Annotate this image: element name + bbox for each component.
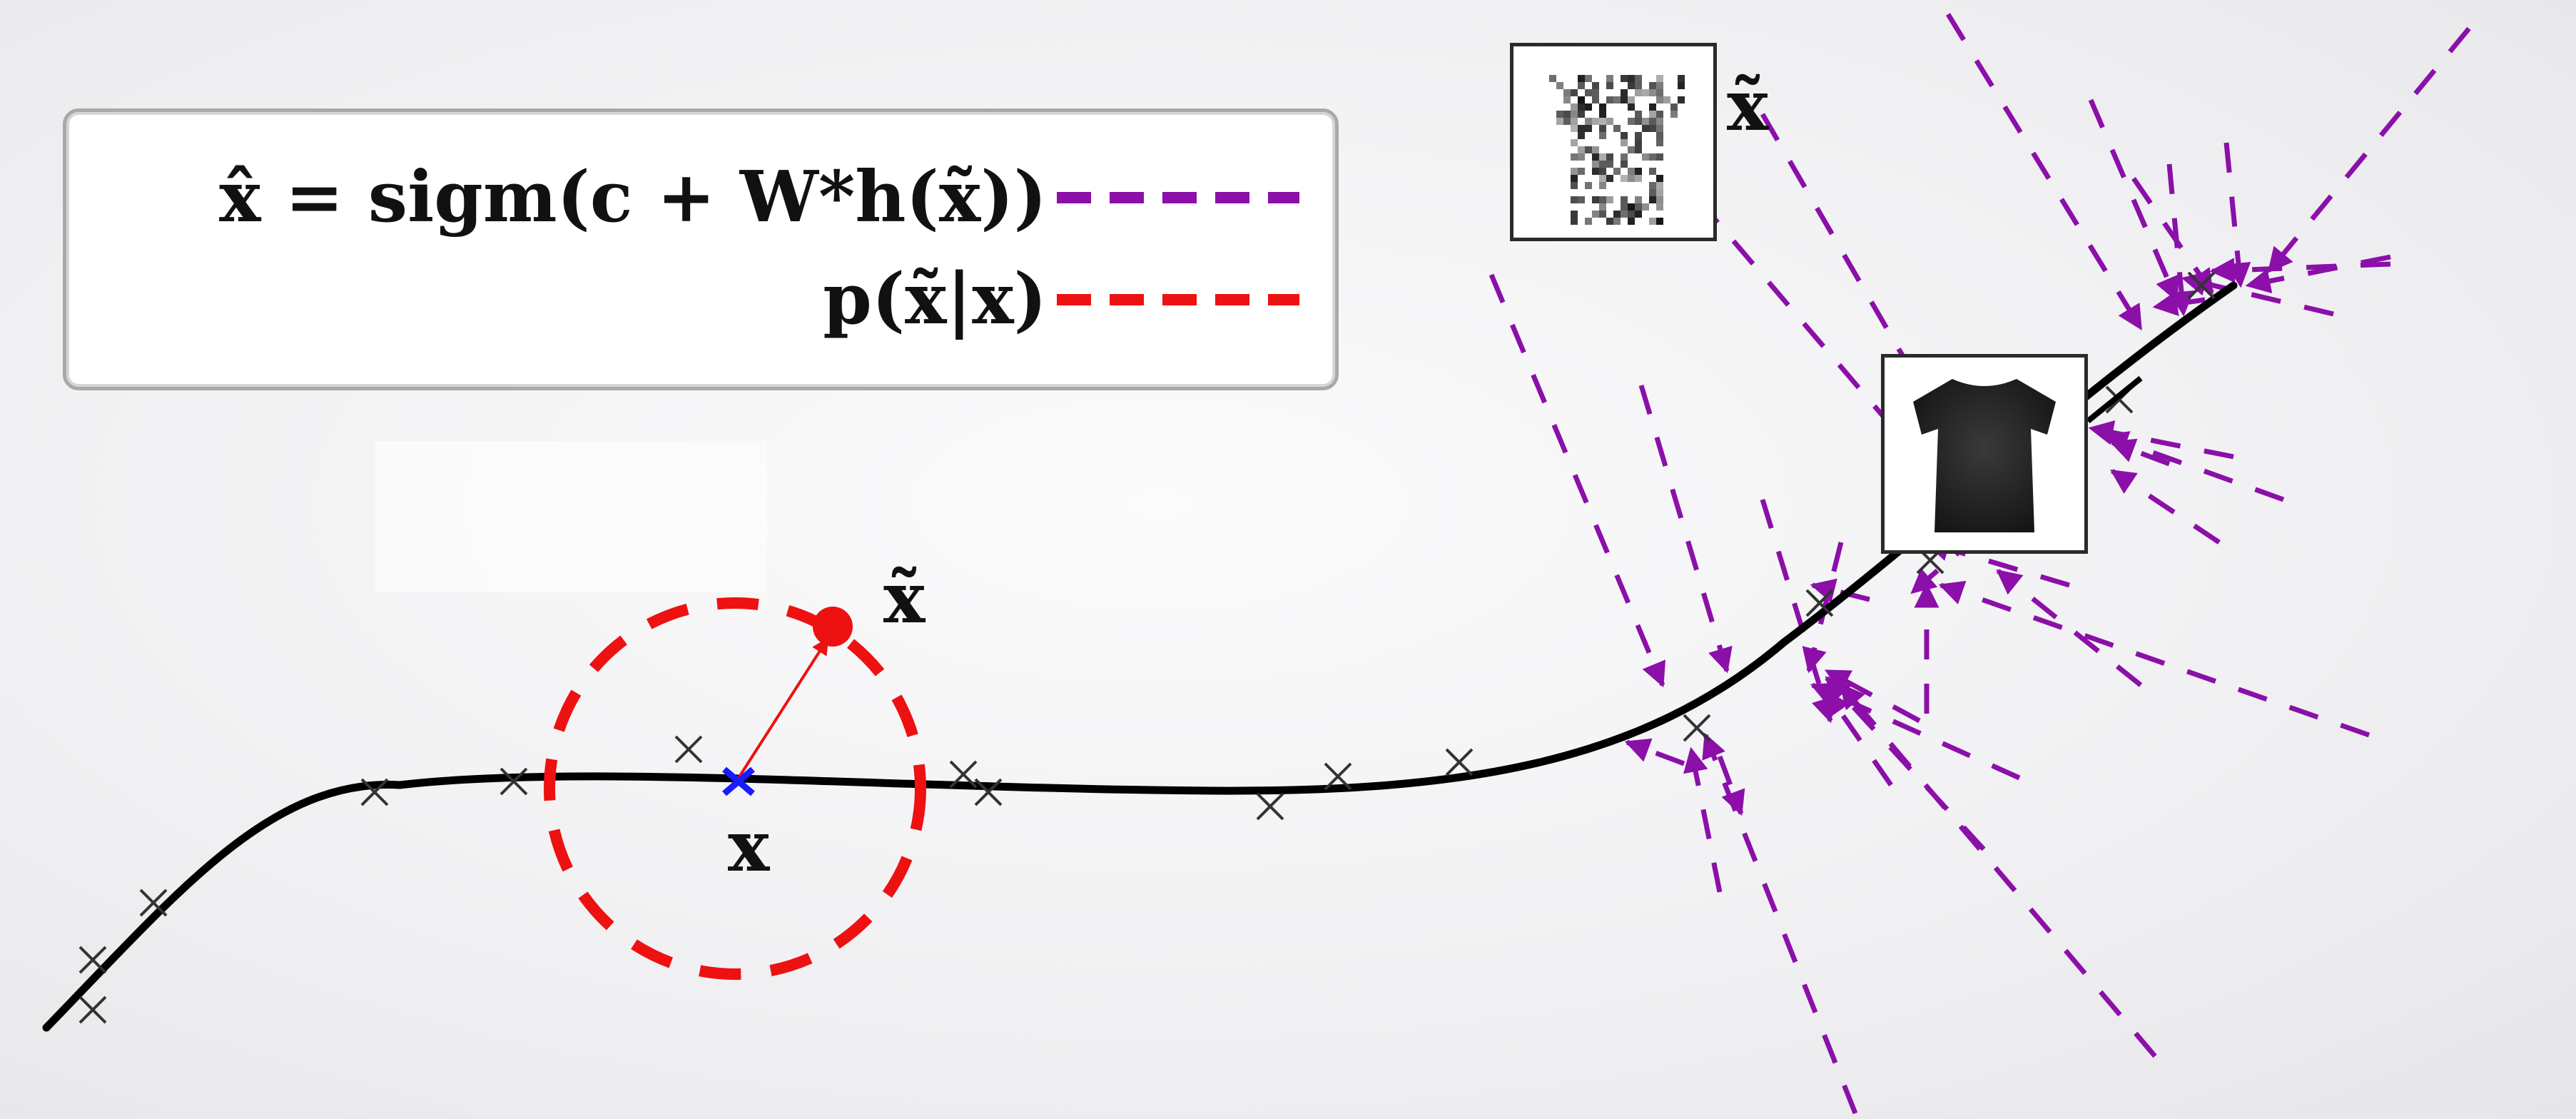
- noisy-image-label: x̃: [1727, 65, 1769, 147]
- reconstruction-arrow: [2267, 26, 2471, 273]
- sample-mark: [1256, 792, 1284, 821]
- corruption-neighborhood: [544, 597, 926, 980]
- original-point-label: x: [728, 806, 770, 888]
- blank-panel: [375, 441, 767, 592]
- training-samples: [78, 271, 2216, 1024]
- image-connector: [2086, 375, 2143, 424]
- corruption-formula: p(x̃|x): [823, 258, 1047, 340]
- reconstruction-arrow: [1839, 683, 2157, 1058]
- sample-mark: [2187, 271, 2216, 300]
- sample-mark: [360, 778, 389, 806]
- sample-mark: [1324, 762, 1352, 791]
- reconstruction-arrow: [1717, 755, 1745, 816]
- reconstruction-arrow: [1810, 682, 2021, 781]
- reconstruction-arrow: [2109, 438, 2171, 467]
- tshirt-icon: [1913, 379, 2056, 532]
- legend-row-reconstruction: x̂ = sigm(c + W*h(x̃)): [219, 156, 1299, 238]
- reconstruction-arrow: [1810, 578, 1870, 603]
- sample-mark: [974, 778, 1003, 806]
- corrupted-point: [813, 607, 853, 647]
- reconstruction-arrow: [2152, 291, 2206, 316]
- purple-dash-swatch: [1057, 191, 1299, 203]
- reconstruction-arrow: [2110, 469, 2221, 545]
- sample-mark: [949, 760, 978, 789]
- reconstruction-arrows: [1489, 13, 2471, 1115]
- sample-mark: [1445, 748, 1474, 776]
- sample-mark: [674, 735, 703, 764]
- reconstruction-arrow: [2102, 431, 2285, 502]
- corruption-arrow: [737, 637, 829, 779]
- sample-mark: [1805, 589, 1834, 617]
- reconstruction-arrow: [2181, 271, 2334, 317]
- reconstruction-arrow: [1760, 498, 1836, 724]
- sample-mark: [500, 767, 528, 796]
- reconstruction-arrow: [2223, 142, 2251, 288]
- reconstruction-arrow: [1702, 732, 1858, 1115]
- legend-row-corruption: p(x̃|x): [823, 258, 1299, 340]
- noisy-tshirt-icon: [1549, 75, 1685, 225]
- original-point: [722, 766, 755, 796]
- red-dash-swatch: [1057, 293, 1299, 305]
- reconstruction-arrow: [1938, 580, 2370, 738]
- corrupted-point-label: x̃: [883, 557, 926, 639]
- reconstruction-formula: x̂ = sigm(c + W*h(x̃)): [219, 156, 1047, 238]
- reconstruction-arrow: [1996, 569, 2143, 687]
- reconstruction-arrow: [2088, 98, 2179, 303]
- reconstruction-arrow: [1489, 273, 1666, 688]
- reconstruction-arrow: [1638, 384, 1733, 674]
- legend-box: x̂ = sigm(c + W*h(x̃)) p(x̃|x): [63, 108, 1339, 390]
- noisy-image: [1510, 43, 1717, 241]
- reconstruction-arrow: [1696, 198, 1993, 545]
- sample-mark: [78, 946, 107, 974]
- reconstruction-arrow: [1825, 690, 1893, 786]
- reconstruction-arrow: [2131, 177, 2214, 295]
- sample-mark: [1683, 714, 1711, 742]
- reconstruction-arrow: [2209, 258, 2391, 283]
- clean-image: [1881, 354, 2088, 554]
- reconstruction-arrow: [1824, 668, 1921, 724]
- reconstruction-arrow: [1946, 13, 2143, 330]
- reconstruction-arrow: [1683, 746, 1723, 893]
- sample-mark: [78, 996, 107, 1024]
- reconstruction-arrow: [2245, 254, 2391, 293]
- reconstruction-arrow: [1624, 738, 1685, 766]
- sample-mark: [139, 888, 168, 917]
